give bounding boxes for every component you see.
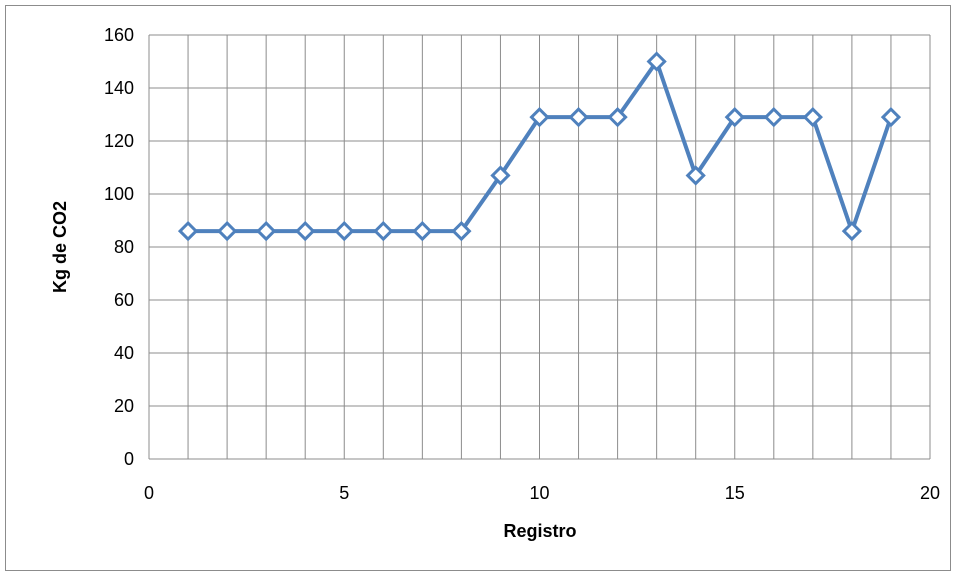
x-tick-label: 0	[144, 483, 154, 503]
data-point-marker	[256, 220, 277, 242]
y-tick-label: 160	[104, 25, 134, 45]
data-point-marker	[880, 107, 902, 128]
data-point-marker	[295, 220, 316, 242]
x-tick-label: 10	[529, 483, 549, 503]
data-point-marker	[216, 220, 238, 242]
y-tick-label: 140	[104, 78, 134, 98]
data-point-marker	[802, 107, 823, 128]
data-point-marker	[529, 107, 550, 128]
data-point-marker	[490, 165, 511, 186]
y-tick-label: 80	[114, 237, 134, 257]
x-axis-title: Registro	[503, 521, 576, 541]
x-tick-label: 5	[339, 483, 349, 503]
series-group	[177, 51, 902, 242]
data-point-marker	[412, 220, 433, 242]
data-point-marker	[841, 220, 863, 242]
y-tick-label: 0	[124, 449, 134, 469]
data-point-marker	[724, 107, 745, 128]
chart-frame	[5, 5, 951, 571]
data-point-marker	[646, 51, 667, 72]
data-point-marker	[334, 220, 355, 242]
data-point-marker	[451, 220, 472, 242]
data-point-marker	[177, 220, 199, 242]
y-tick-label: 60	[114, 290, 134, 310]
y-tick-label: 120	[104, 131, 134, 151]
y-tick-label: 40	[114, 343, 134, 363]
data-point-marker	[685, 165, 706, 186]
data-point-marker	[373, 220, 394, 242]
data-point-marker	[763, 107, 784, 128]
x-tick-label: 15	[725, 483, 745, 503]
x-tick-labels: 0 5 10 15 20	[144, 483, 940, 503]
data-point-marker	[568, 107, 589, 128]
y-tick-label: 20	[114, 396, 134, 416]
y-axis-title: Kg de CO2	[50, 201, 70, 293]
data-point-marker	[607, 107, 628, 128]
y-tick-labels: 0 20 40 60 80 100 120 140 160	[104, 25, 134, 469]
y-tick-label: 100	[104, 184, 134, 204]
x-tick-label: 20	[920, 483, 940, 503]
grid	[148, 34, 931, 460]
